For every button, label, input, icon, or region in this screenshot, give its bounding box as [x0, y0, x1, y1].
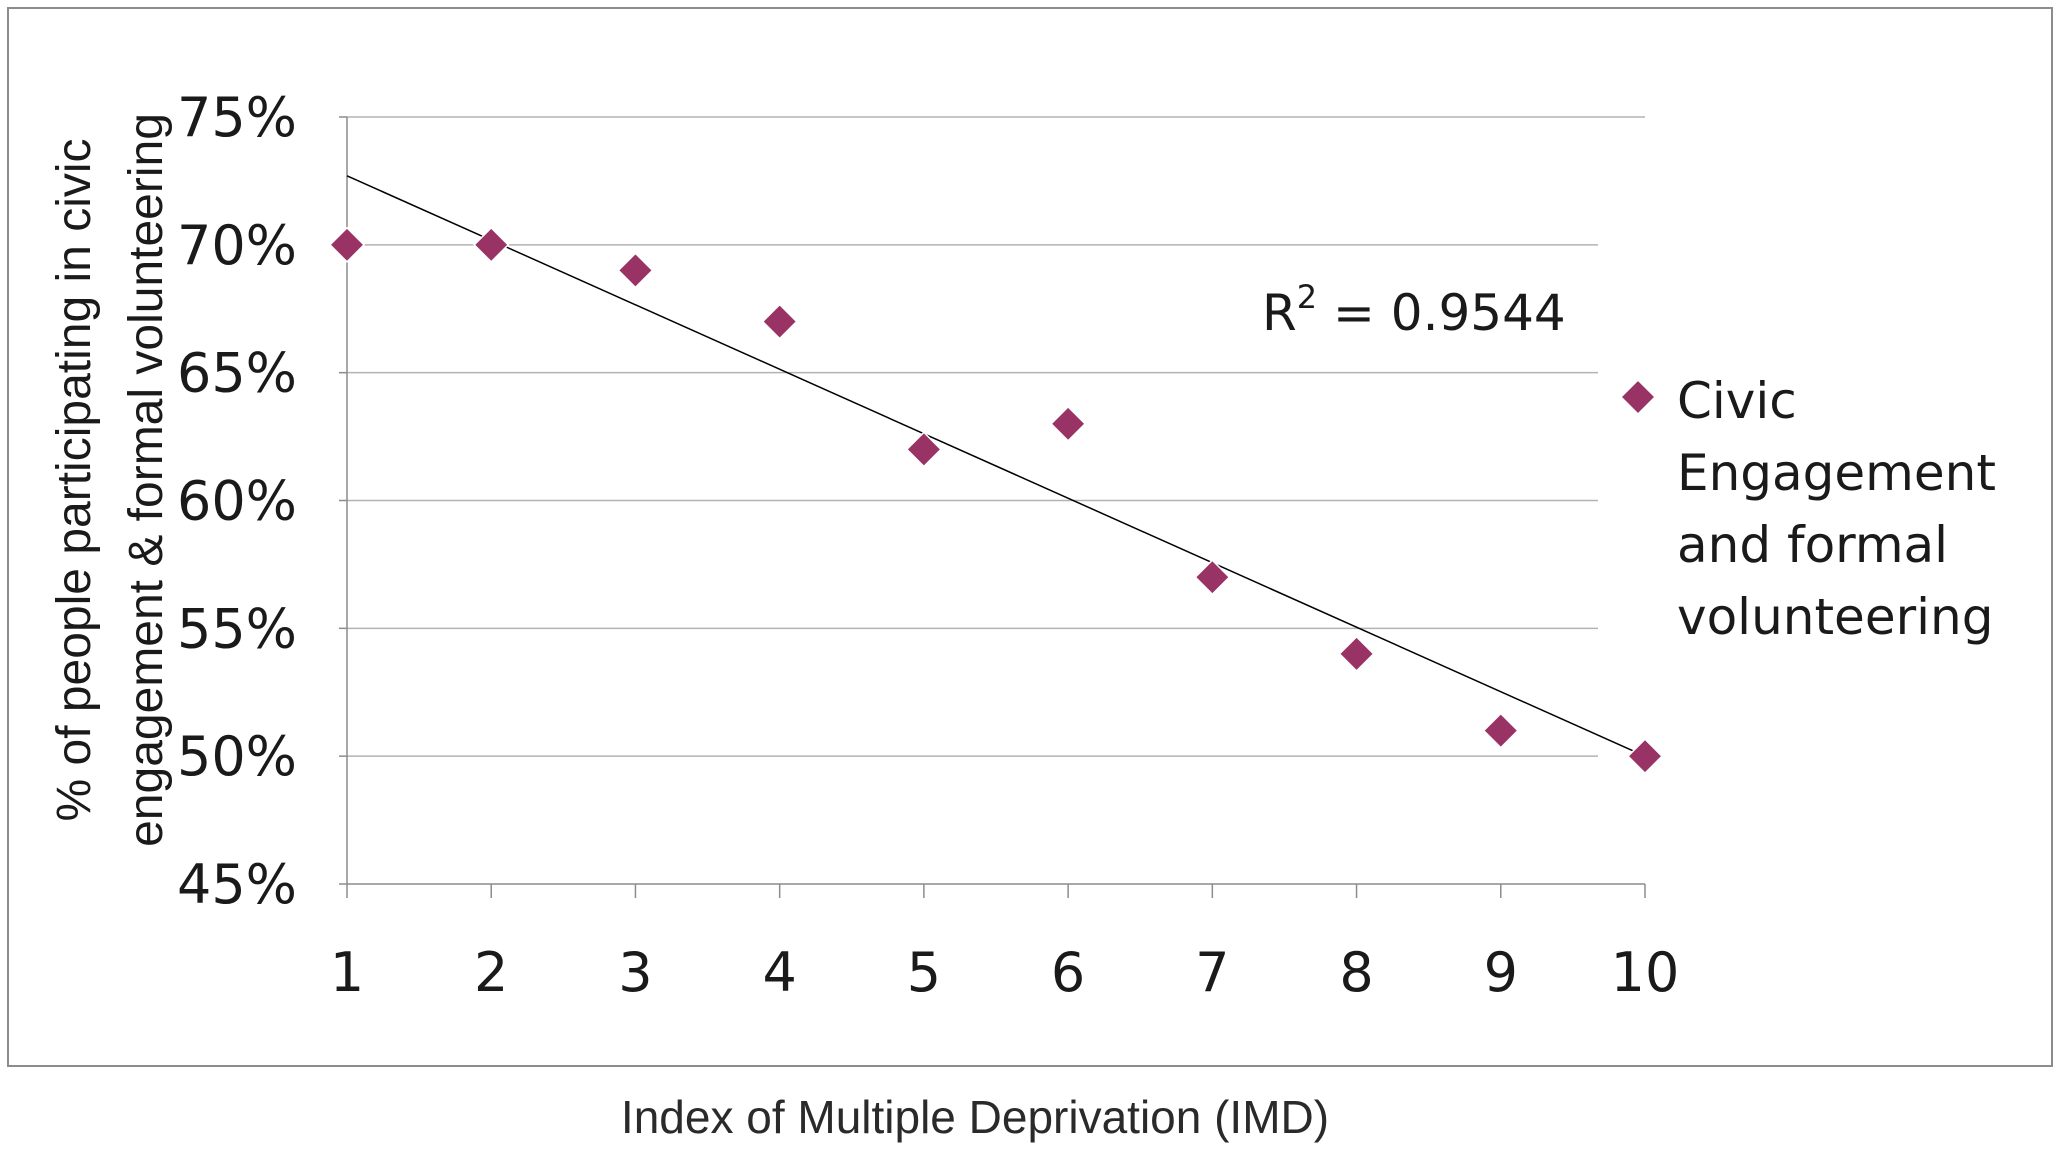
y-tick-label: 55% — [177, 597, 297, 660]
trendline — [346, 175, 1646, 757]
data-point — [1626, 738, 1664, 775]
legend-marker — [1619, 378, 1657, 416]
x-tick-label: 5 — [907, 941, 941, 1004]
r-squared-label: R2 = 0.9544 — [1262, 278, 1566, 342]
x-tick-label: 7 — [1195, 941, 1229, 1004]
y-tick-label: 60% — [177, 470, 297, 533]
data-point — [1050, 405, 1087, 442]
chart-frame — [7, 7, 2053, 1067]
x-tick-label: 10 — [1611, 941, 1680, 1004]
data-point — [1338, 635, 1375, 672]
data-points — [328, 226, 1664, 775]
legend: Civic Engagement and formal volunteering — [1619, 372, 1996, 646]
x-tick-label: 3 — [618, 941, 652, 1004]
data-point — [328, 226, 366, 263]
legend-label: Civic Engagement and formal volunteering — [1677, 372, 1996, 646]
x-tick-label: 2 — [474, 941, 508, 1004]
x-tick-label: 6 — [1051, 941, 1085, 1004]
x-tick-label: 4 — [762, 941, 796, 1004]
data-point — [473, 226, 510, 263]
x-axis-label: Index of Multiple Deprivation (IMD) — [621, 1091, 1329, 1143]
x-tick-label: 1 — [330, 941, 364, 1004]
labels: 45% 50% 55% 60% 65% 70% 75% 1 2 3 4 5 6 7 8 9 10 R2 = 0.9… — [48, 86, 1679, 1143]
data-point — [1482, 712, 1519, 749]
x-tick-label: 9 — [1484, 941, 1518, 1004]
y-tick-label: 75% — [177, 86, 297, 149]
data-point — [761, 303, 798, 340]
x-tick-label: 8 — [1339, 941, 1373, 1004]
y-tick-label: 65% — [177, 342, 297, 405]
gridlines — [347, 116, 1645, 757]
data-point — [905, 431, 942, 468]
y-tick-label: 50% — [177, 725, 297, 788]
data-point — [617, 252, 654, 289]
y-axis-label: % of people participating in civic engage… — [48, 113, 173, 847]
y-tick-label: 70% — [177, 214, 297, 277]
trendline-layer — [346, 175, 1646, 757]
data-point — [1194, 559, 1231, 596]
y-tick-label: 45% — [177, 853, 297, 916]
